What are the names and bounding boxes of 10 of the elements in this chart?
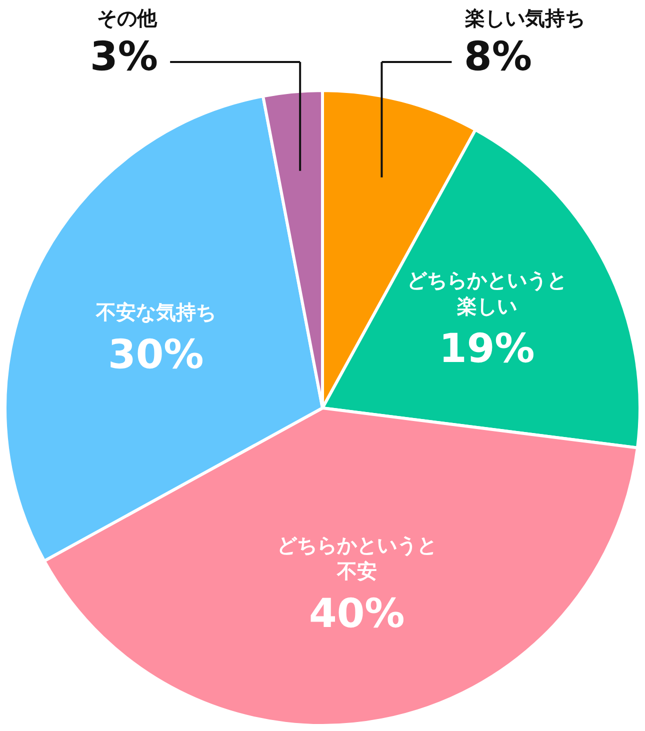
data-label: 30% (108, 332, 204, 378)
slice-label: どちらかというと楽しい (407, 268, 567, 318)
slice-label: 楽しい気持ち (464, 6, 585, 30)
slice-label: 不安な気持ち (95, 300, 216, 324)
slice-label: その他 (97, 6, 158, 30)
data-label: 8% (464, 34, 532, 80)
slice-label: どちらかというと不安 (277, 533, 437, 583)
data-label: 3% (90, 34, 158, 80)
data-label: 19% (439, 326, 535, 372)
data-label: 40% (309, 591, 405, 637)
